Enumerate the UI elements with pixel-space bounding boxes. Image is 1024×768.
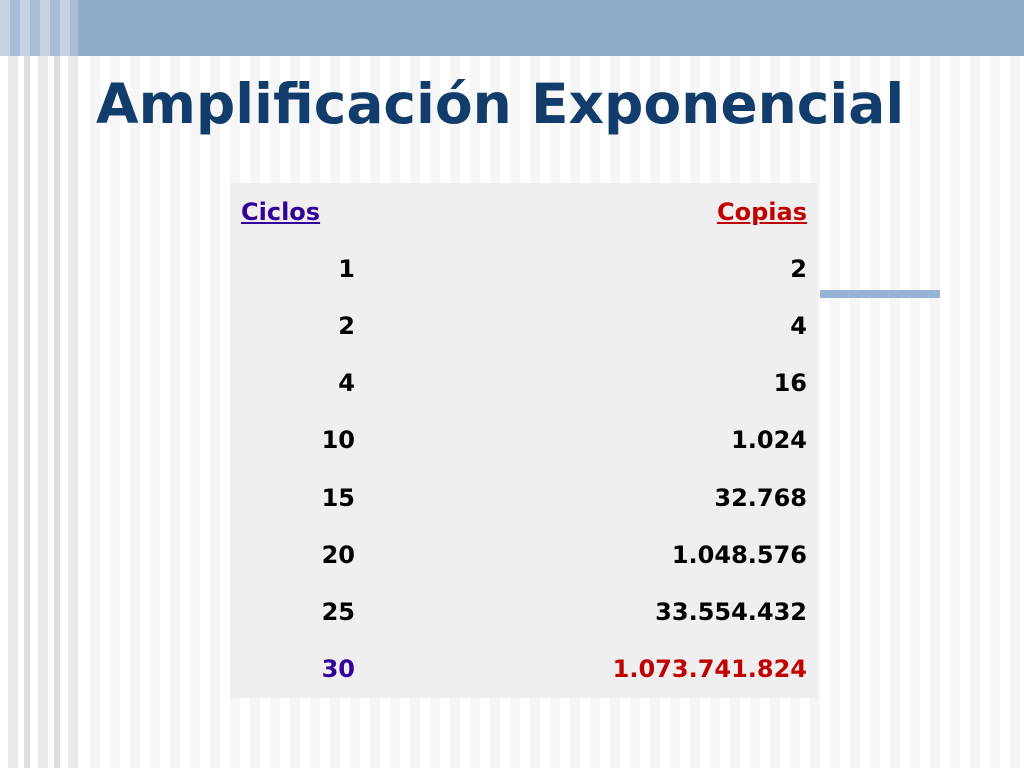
table-cell: 20 — [321, 540, 355, 569]
table-cell: 33.554.432 — [655, 597, 807, 626]
table-row: 25 33.554.432 — [230, 583, 818, 640]
table-row: 20 1.048.576 — [230, 526, 818, 583]
top-band-stripes — [0, 0, 78, 56]
table-cell: 2 — [790, 254, 807, 283]
table-cell: 10 — [321, 426, 355, 455]
table-row: 10 1.024 — [230, 412, 818, 469]
table-cell: 15 — [321, 483, 355, 512]
table-cell: 1 — [338, 254, 355, 283]
table-row: 30 1.073.741.824 — [230, 641, 818, 698]
table-cell: 32.768 — [714, 483, 807, 512]
table-cell: 4 — [790, 311, 807, 340]
table-cell: 30 — [321, 655, 355, 684]
decorative-bar — [820, 290, 940, 298]
table-cell: 1.048.576 — [671, 540, 807, 569]
table-cell: 1.024 — [731, 426, 807, 455]
table-row: 4 16 — [230, 355, 818, 412]
table: Ciclos Copias 1 2 2 4 4 16 10 1.024 15 32.768 20 1.… — [230, 183, 818, 698]
background-stripes — [0, 0, 80, 768]
header-row: Ciclos Copias — [230, 183, 818, 240]
top-band — [78, 0, 1024, 56]
column-header: Ciclos — [241, 197, 321, 226]
table-cell: 16 — [773, 369, 807, 398]
column-header: Copias — [717, 197, 807, 226]
table-cell: 2 — [338, 311, 355, 340]
table-cell: 4 — [338, 369, 355, 398]
title: Amplificación Exponencial — [96, 72, 905, 136]
table-cell: 1.073.741.824 — [612, 655, 807, 684]
table-box: Ciclos Copias 1 2 2 4 4 16 10 1.024 15 32.768 20 1.… — [230, 183, 818, 698]
table-row: 15 32.768 — [230, 469, 818, 526]
table-cell: 25 — [321, 597, 355, 626]
